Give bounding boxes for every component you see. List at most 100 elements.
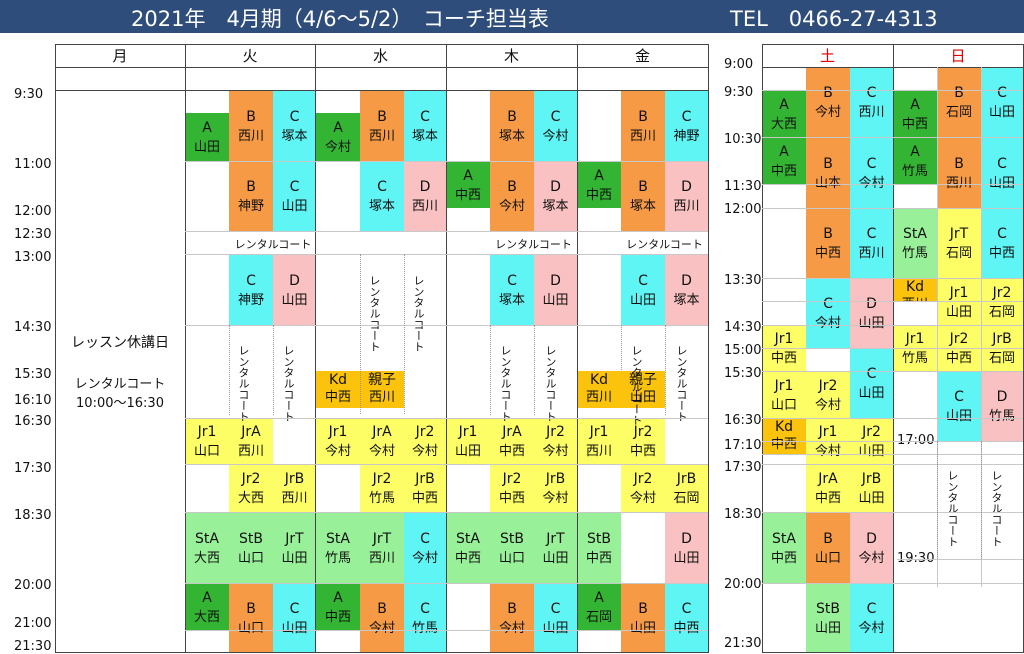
lesson-class: C	[420, 530, 430, 547]
lesson-coach: 竹馬	[901, 163, 928, 179]
lesson-coach: 石岡	[673, 491, 700, 506]
lesson-cell: A 中西	[316, 583, 360, 630]
grid-line	[762, 464, 1023, 465]
lesson-class: D	[681, 272, 692, 289]
lesson-class: JrT	[949, 226, 969, 242]
lesson-cell: D 山田	[665, 512, 708, 583]
lesson-cell: Jr2 今村	[806, 371, 850, 418]
lesson-cell: StA 中西	[446, 512, 490, 583]
lesson-coach: 今村	[324, 444, 351, 459]
lesson-cell: B 山口	[229, 583, 273, 653]
lesson-cell: Jr1 山口	[762, 371, 806, 418]
lesson-coach: 中西	[324, 609, 351, 625]
lesson-coach: 山田	[858, 386, 885, 401]
lesson-cell: A 大西	[762, 90, 806, 137]
lesson-coach: 中西	[411, 491, 438, 506]
rental-divider	[981, 441, 982, 559]
lesson-class: B	[507, 108, 517, 125]
lesson-cell: Jr2 今村	[621, 464, 665, 512]
lesson-coach: 今村	[814, 316, 841, 331]
lesson-class: D	[681, 530, 692, 547]
lesson-class: C	[377, 179, 387, 195]
lesson-class: C	[550, 108, 561, 125]
lesson-coach: 中西	[629, 444, 656, 459]
lesson-class: C	[866, 155, 877, 172]
time-label: 12:00	[14, 204, 52, 219]
lesson-class: JrT	[546, 530, 565, 547]
time-label: 20:00	[724, 577, 762, 592]
lesson-cell: JrA 中西	[490, 418, 534, 464]
lesson-class: 親子	[368, 372, 396, 388]
lesson-coach: 山田	[988, 105, 1015, 120]
lesson-cell: A 中西	[577, 161, 621, 208]
lesson-cell: JrB 山田	[850, 464, 893, 512]
lesson-coach: 西川	[237, 128, 264, 144]
rental-divider	[404, 254, 405, 414]
lesson-coach: 中西	[945, 351, 972, 366]
lesson-coach: 中西	[770, 351, 797, 366]
lesson-coach: 西川	[368, 128, 395, 144]
time-label: 11:00	[14, 157, 52, 172]
lesson-coach: 中西	[770, 163, 797, 179]
lesson-coach: 石岡	[988, 351, 1015, 366]
lesson-class: 親子	[629, 372, 657, 388]
lesson-coach: 西川	[629, 128, 656, 144]
lesson-coach: 西川	[368, 390, 395, 405]
lesson-coach: 西川	[585, 444, 612, 459]
lesson-coach: 塚本	[542, 199, 569, 214]
time-label: 17:30	[724, 460, 762, 475]
lesson-cell: C 今村	[850, 583, 893, 653]
lesson-cell: B 今村	[806, 67, 850, 137]
lesson-class: JrB	[545, 471, 566, 487]
lesson-coach: 石岡	[988, 304, 1015, 320]
lesson-cell: C 塚本	[360, 161, 404, 231]
rental-divider	[665, 325, 666, 415]
lesson-cell: JrT 山田	[534, 512, 577, 583]
time-label: 14:30	[14, 320, 52, 335]
lesson-cell: A 山田	[185, 113, 229, 161]
lesson-coach: 西川	[368, 550, 395, 566]
lesson-class: Jr2	[502, 471, 522, 487]
lesson-coach: 中西	[324, 390, 351, 405]
lesson-class: StA	[456, 530, 480, 547]
lesson-coach: 今村	[324, 140, 351, 155]
lesson-class: D	[996, 389, 1008, 405]
lesson-class: Jr2	[546, 424, 565, 440]
lesson-class: A	[594, 589, 604, 606]
lesson-coach: 神野	[237, 292, 264, 308]
lesson-cell: Jr2 大西	[229, 464, 273, 512]
lesson-class: StA	[195, 530, 219, 547]
lesson-cell: D 今村	[850, 512, 893, 583]
time-label: 13:00	[14, 250, 52, 265]
lesson-coach: 山田	[945, 304, 972, 320]
lesson-class: JrA	[502, 424, 522, 440]
lesson-coach: 山田	[281, 550, 308, 566]
lesson-class: StA	[903, 226, 927, 242]
lesson-coach: 中西	[770, 550, 797, 566]
rental-divider	[273, 325, 274, 415]
lesson-coach: 山田	[629, 621, 656, 636]
lesson-coach: 竹馬	[901, 351, 928, 366]
lesson-class: C	[289, 601, 300, 617]
lesson-coach: 神野	[673, 128, 700, 144]
lesson-cell: StA 竹馬	[893, 208, 937, 278]
lesson-cell: D 西川	[665, 161, 708, 231]
lesson-class: Jr2	[372, 471, 392, 487]
grid-line	[762, 371, 1023, 372]
time-label: 17:00	[897, 433, 935, 448]
lesson-coach: 今村	[411, 444, 438, 459]
time-label: 16:30	[14, 414, 52, 429]
rental-court-vertical: レンタルコート	[544, 345, 557, 422]
lesson-class: A	[594, 167, 604, 184]
time-label: 15:00	[724, 343, 762, 358]
lesson-class: A	[779, 143, 789, 160]
rental-divider	[490, 325, 491, 415]
lesson-class: StA	[326, 530, 350, 547]
lesson-coach: 山田	[542, 550, 569, 566]
lesson-coach: 西川	[585, 390, 612, 405]
lesson-class: JrA	[241, 424, 261, 440]
lesson-coach: 今村	[368, 444, 395, 459]
lesson-cell: B 山口	[806, 512, 850, 583]
rental-divider	[534, 325, 535, 415]
lesson-coach: 山田	[673, 550, 700, 566]
